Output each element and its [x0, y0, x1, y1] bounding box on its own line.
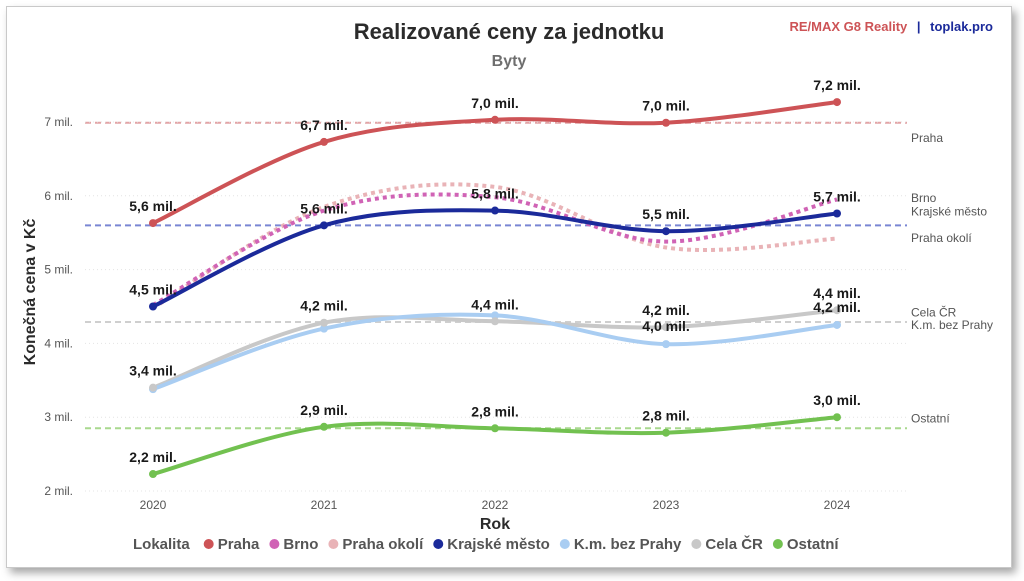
legend-item-praha: Praha — [218, 536, 260, 553]
legend-item-brno: Brno — [283, 536, 318, 553]
data-point-cela-cr — [320, 318, 328, 327]
legend-item-k-m-bez-prahy: K.m. bez Prahy — [574, 536, 682, 553]
data-label-ostatni: 2,9 mil. — [300, 402, 347, 418]
legend-marker-brno — [269, 539, 280, 549]
legend-marker-k-m-bez-prahy — [559, 539, 570, 549]
data-points — [149, 98, 841, 479]
data-label-praha: 6,7 mil. — [300, 117, 347, 133]
data-label-cela-cr: 4,4 mil. — [813, 285, 860, 301]
data-label-cela-cr: 3,4 mil. — [129, 363, 176, 379]
data-point-krajske-mesto — [662, 227, 670, 236]
data-label-ostatni: 2,8 mil. — [642, 408, 689, 424]
data-label-ostatni: 2,8 mil. — [471, 403, 518, 419]
data-point-k-m-bez-prahy — [320, 324, 328, 333]
brand-toplak: toplak.pro — [930, 19, 993, 34]
legend-item-cela-cr: Cela ČR — [705, 535, 763, 553]
data-label-praha: 5,6 mil. — [129, 198, 176, 214]
price-line-chart: 5,6 mil. 6,7 mil. 7,0 mil. 7,0 mil. 7,2 mil.… — [22, 19, 994, 553]
data-point-cela-cr — [491, 317, 499, 326]
data-point-cela-cr — [662, 323, 670, 332]
data-label-praha: 7,0 mil. — [642, 98, 689, 114]
data-point-krajske-mesto — [149, 302, 157, 311]
chart-frame: 5,6 mil. 6,7 mil. 7,0 mil. 7,0 mil. 7,2 mil.… — [6, 6, 1012, 568]
data-label-ostatni: 3,0 mil. — [813, 392, 860, 408]
data-point-praha — [662, 118, 670, 127]
data-label-krajske-mesto: 5,8 mil. — [471, 186, 518, 202]
data-point-ostatni — [662, 428, 670, 437]
legend-title: Lokalita — [133, 536, 190, 553]
data-point-cela-cr — [149, 383, 157, 392]
data-point-krajske-mesto — [491, 206, 499, 215]
data-point-praha — [320, 137, 328, 146]
brand-remax: RE/MAX G8 Reality — [790, 19, 909, 34]
right-label-praha: Praha — [911, 131, 943, 145]
data-point-ostatni — [320, 422, 328, 431]
right-label-krajske-mesto: Krajské město — [911, 204, 987, 218]
x-tick-label: 2023 — [653, 498, 680, 512]
data-label-ostatni: 2,2 mil. — [129, 449, 176, 465]
data-label-cela-cr: 4,4 mil. — [471, 296, 518, 312]
data-label-k-m-bez-prahy: 4,2 mil. — [813, 299, 860, 315]
data-point-praha — [149, 219, 157, 228]
y-axis: 2 mil. 3 mil. 4 mil. 5 mil. 6 mil. 7 mil. — [44, 115, 73, 498]
data-point-krajske-mesto — [833, 209, 841, 218]
data-point-krajske-mesto — [320, 221, 328, 230]
data-point-k-m-bez-prahy — [491, 311, 499, 320]
x-tick-label: 2022 — [482, 498, 509, 512]
data-label-krajske-mesto: 4,5 mil. — [129, 282, 176, 298]
y-axis-label: Konečná cena v Kč — [22, 219, 39, 366]
right-label-k-m-bez-prahy: K.m. bez Prahy — [911, 318, 993, 332]
legend-marker-krajske-mesto — [433, 539, 444, 549]
legend-item-krajske-mesto: Krajské město — [447, 536, 550, 553]
chart-subtitle: Byty — [492, 53, 527, 70]
data-label-praha: 7,0 mil. — [471, 95, 518, 111]
y-tick-label: 3 mil. — [44, 410, 73, 424]
x-tick-label: 2021 — [311, 498, 338, 512]
data-point-praha — [833, 98, 841, 107]
y-tick-label: 2 mil. — [44, 484, 73, 498]
data-point-ostatni — [149, 470, 157, 479]
series-line-k-m-bez-prahy — [151, 312, 839, 392]
y-tick-label: 6 mil. — [44, 189, 73, 203]
data-point-praha — [491, 115, 499, 124]
legend-marker-praha — [203, 539, 214, 549]
right-label-ostatni: Ostatní — [911, 412, 950, 426]
data-point-k-m-bez-prahy — [833, 320, 841, 329]
right-label-cela-cr: Cela ČR — [911, 304, 957, 319]
data-labels: 5,6 mil. 6,7 mil. 7,0 mil. 7,0 mil. 7,2 mil.… — [129, 77, 860, 465]
series-line-praha-okoli — [151, 182, 838, 310]
x-axis: 2020 2021 2022 2023 2024 — [140, 498, 851, 512]
brand-separator: | — [917, 19, 921, 34]
data-label-cela-cr: 4,2 mil. — [300, 298, 347, 314]
data-label-cela-cr: 4,2 mil. — [642, 302, 689, 318]
x-tick-label: 2020 — [140, 498, 167, 512]
chart-title: Realizované ceny za jednotku — [354, 19, 665, 44]
data-label-k-m-bez-prahy: 4,0 mil. — [642, 318, 689, 334]
data-point-ostatni — [833, 413, 841, 422]
y-tick-label: 4 mil. — [44, 336, 73, 350]
grid-lines — [85, 121, 907, 492]
legend-item-praha-okoli: Praha okolí — [342, 536, 424, 553]
legend-marker-praha-okoli — [328, 539, 339, 549]
data-point-k-m-bez-prahy — [662, 340, 670, 349]
legend: Lokalita Praha Brno Praha okolí Krajské měst… — [133, 535, 839, 553]
legend-marker-cela-cr — [691, 539, 702, 549]
data-label-krajske-mesto: 5,7 mil. — [813, 189, 860, 205]
legend-marker-ostatni — [772, 539, 783, 549]
data-label-krajske-mesto: 5,5 mil. — [642, 206, 689, 222]
y-tick-label: 5 mil. — [44, 263, 73, 277]
legend-item-ostatni: Ostatní — [787, 536, 840, 553]
data-point-cela-cr — [833, 306, 841, 315]
x-tick-label: 2024 — [824, 498, 851, 512]
right-label-brno: Brno — [911, 191, 937, 205]
brand-label: RE/MAX G8 Reality | toplak.pro — [790, 19, 994, 34]
data-label-krajske-mesto: 5,6 mil. — [300, 200, 347, 216]
data-point-ostatni — [491, 424, 499, 433]
data-label-praha: 7,2 mil. — [813, 77, 860, 93]
x-axis-label: Rok — [480, 516, 510, 533]
series-line-brno — [152, 192, 838, 307]
right-label-praha-okoli: Praha okolí — [911, 231, 972, 245]
y-tick-label: 7 mil. — [44, 115, 73, 129]
